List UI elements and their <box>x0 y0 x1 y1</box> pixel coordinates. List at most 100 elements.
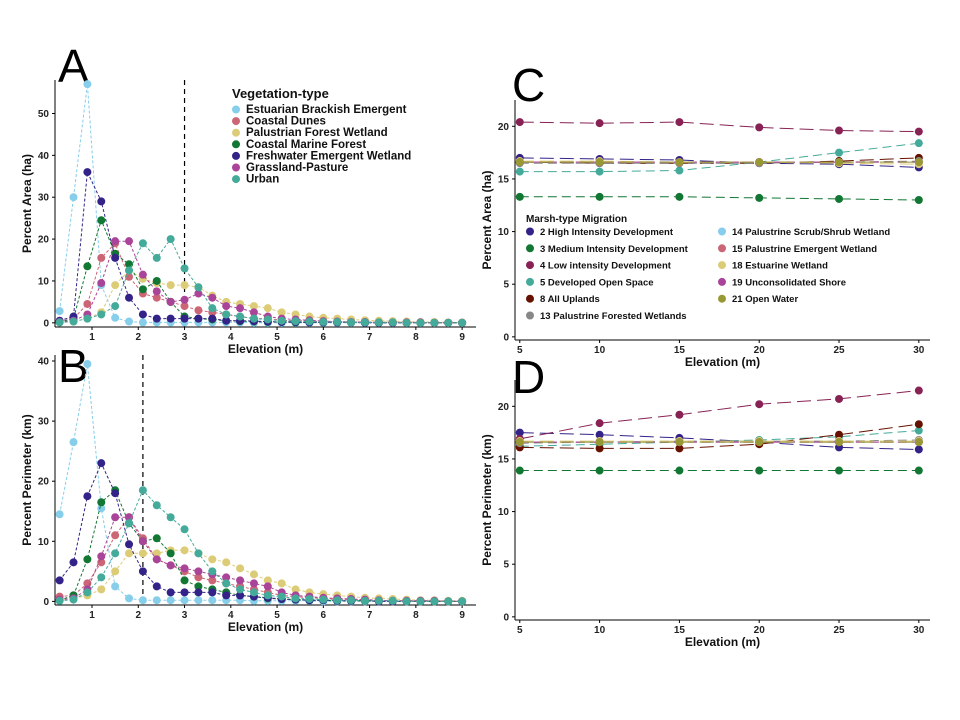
data-point <box>166 549 175 558</box>
data-point <box>305 317 314 326</box>
data-point <box>515 167 524 176</box>
data-point <box>914 438 923 447</box>
data-point <box>180 596 189 605</box>
data-point <box>595 444 604 453</box>
data-point <box>222 310 231 319</box>
data-point <box>69 317 78 326</box>
data-point <box>125 293 134 302</box>
data-point <box>595 167 604 176</box>
series-line-c_dos <box>519 430 919 447</box>
data-point <box>236 591 245 600</box>
data-point <box>236 312 245 321</box>
data-point <box>208 567 217 576</box>
x-tick-label: 3 <box>182 610 188 621</box>
data-point <box>83 80 92 89</box>
data-point <box>249 314 258 323</box>
data-point <box>97 459 106 468</box>
series-line-urban <box>59 489 463 602</box>
legend-swatch <box>232 151 240 160</box>
data-point <box>97 498 106 507</box>
data-point <box>69 438 78 447</box>
data-point <box>208 596 217 605</box>
x-tick-label: 2 <box>135 332 141 343</box>
series-line-freshwater <box>59 461 463 602</box>
x-tick-label: 7 <box>367 332 373 343</box>
data-point <box>166 235 175 244</box>
legend-entry: Palustrian Forest Wetland <box>246 127 388 139</box>
y-axis-label-c: Percent Area (ha) <box>480 171 494 270</box>
data-point <box>166 588 175 597</box>
series-line-c_lid <box>519 121 919 133</box>
data-point <box>249 588 258 597</box>
legend-entry: 3 Medium Intensity Development <box>540 244 689 255</box>
data-point <box>416 597 425 606</box>
data-point <box>291 585 300 594</box>
data-point <box>208 304 217 313</box>
data-point <box>111 531 120 540</box>
series-line-c_hid <box>519 432 919 450</box>
legend-swatch <box>718 294 726 303</box>
data-point <box>138 239 147 248</box>
legend-swatch <box>526 244 534 253</box>
x-tick-label: 1 <box>89 610 95 621</box>
y-tick-label: 0 <box>503 612 509 623</box>
data-point <box>111 313 120 322</box>
data-point <box>138 486 147 495</box>
series-line-freshwater <box>59 170 463 324</box>
data-point <box>125 237 134 246</box>
data-point <box>180 295 189 304</box>
data-point <box>152 534 161 543</box>
data-point <box>835 438 844 447</box>
y-tick-label: 15 <box>498 174 510 185</box>
x-axis-label-c: Elevation (m) <box>685 355 760 369</box>
x-tick-label: 25 <box>833 625 845 636</box>
data-point <box>835 158 844 167</box>
legend-title-c: Marsh-type Migration <box>526 214 627 225</box>
data-point <box>402 318 411 327</box>
y-tick-label: 10 <box>38 276 50 287</box>
series-line-c_ew <box>519 160 919 165</box>
data-point <box>277 579 286 588</box>
data-point <box>152 555 161 564</box>
data-point <box>236 585 245 594</box>
data-point <box>180 264 189 273</box>
data-point <box>55 510 64 519</box>
data-point <box>166 596 175 605</box>
data-point <box>138 285 147 294</box>
data-point <box>83 314 92 323</box>
legend-swatch <box>232 163 240 172</box>
y-axis-label-b: Percent Perimeter (km) <box>20 414 34 545</box>
data-point <box>55 596 64 605</box>
data-point <box>194 283 203 292</box>
y-tick-label: 20 <box>38 235 50 246</box>
data-point <box>277 316 286 325</box>
data-point <box>675 192 684 201</box>
data-point <box>914 426 923 435</box>
legend-entry: Coastal Dunes <box>246 116 326 128</box>
data-point <box>152 253 161 262</box>
y-tick-label: 15 <box>498 454 510 465</box>
data-point <box>55 307 64 316</box>
legend-entry: Coastal Marine Forest <box>246 139 366 151</box>
data-point <box>430 597 439 606</box>
data-point <box>83 588 92 597</box>
data-point <box>138 270 147 279</box>
data-point <box>835 126 844 135</box>
data-point <box>111 549 120 558</box>
data-point <box>675 466 684 475</box>
legend-swatch <box>232 128 240 137</box>
chart-panel-b: 1 2 3 4 5 6 7 8 9 0 10 20 30 40 Elevation (m) Percent P… <box>20 355 476 634</box>
series-line-dunes <box>59 516 463 602</box>
series-line-urban <box>59 238 463 324</box>
data-point <box>319 595 328 604</box>
data-point <box>83 492 92 501</box>
x-tick-label: 10 <box>594 625 606 636</box>
data-point <box>595 419 604 428</box>
y-tick-label: 10 <box>498 507 510 518</box>
data-point <box>835 466 844 475</box>
data-point <box>69 595 78 604</box>
data-point <box>515 192 524 201</box>
x-tick-label: 20 <box>754 345 766 356</box>
data-point <box>55 576 64 585</box>
data-point <box>914 196 923 204</box>
